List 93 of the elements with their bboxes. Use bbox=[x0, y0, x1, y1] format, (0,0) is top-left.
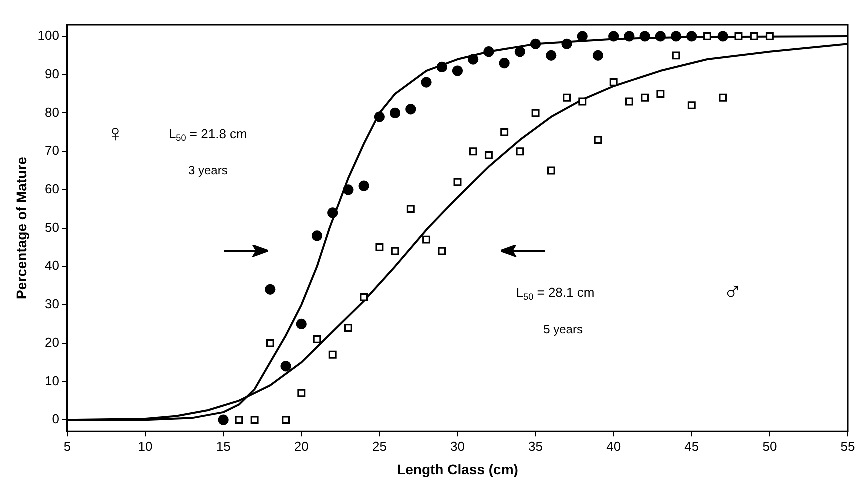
point bbox=[610, 78, 618, 87]
point bbox=[563, 94, 571, 102]
point bbox=[343, 184, 354, 196]
y-tick-label: 0 bbox=[52, 412, 60, 427]
point bbox=[514, 46, 526, 58]
point bbox=[484, 46, 494, 58]
point bbox=[374, 112, 385, 122]
x-tick-label: 45 bbox=[684, 438, 700, 454]
point bbox=[592, 50, 604, 61]
annotation: 3 years bbox=[188, 164, 228, 178]
point bbox=[546, 50, 557, 61]
point bbox=[688, 102, 696, 110]
point bbox=[235, 416, 244, 424]
y-tick-label: 40 bbox=[45, 258, 60, 274]
annotation: ♂ bbox=[723, 276, 743, 307]
point bbox=[266, 339, 274, 348]
point bbox=[313, 336, 322, 344]
point bbox=[499, 58, 510, 69]
point bbox=[594, 136, 602, 144]
point bbox=[298, 389, 306, 398]
point bbox=[406, 104, 416, 115]
point bbox=[250, 416, 259, 424]
point bbox=[625, 98, 634, 106]
point bbox=[608, 31, 620, 42]
point bbox=[469, 148, 478, 156]
y-axis-title: Percentage of Mature bbox=[13, 156, 30, 300]
point bbox=[500, 128, 509, 136]
point bbox=[422, 236, 431, 244]
point bbox=[640, 31, 650, 42]
point bbox=[672, 52, 680, 60]
y-tick-label: 90 bbox=[45, 66, 60, 82]
point bbox=[750, 32, 758, 40]
point bbox=[376, 244, 384, 252]
x-tick-label: 55 bbox=[840, 438, 856, 454]
x-tick-label: 35 bbox=[528, 438, 544, 454]
point bbox=[328, 208, 338, 218]
point bbox=[344, 324, 352, 332]
point bbox=[686, 31, 698, 42]
y-tick-label: 20 bbox=[45, 334, 60, 350]
point bbox=[766, 32, 774, 40]
y-tick-label: 100 bbox=[38, 28, 60, 44]
point bbox=[641, 94, 650, 102]
point bbox=[282, 416, 290, 424]
point bbox=[218, 414, 229, 426]
y-tick-label: 60 bbox=[45, 182, 60, 197]
point bbox=[358, 180, 370, 192]
x-tick-label: 10 bbox=[138, 438, 153, 454]
annotation: ♀ bbox=[106, 120, 125, 148]
x-tick-label: 20 bbox=[294, 438, 309, 454]
y-tick-label: 50 bbox=[45, 220, 60, 235]
x-tick-label: 30 bbox=[450, 438, 465, 454]
point bbox=[670, 31, 682, 42]
point bbox=[468, 54, 479, 65]
point bbox=[719, 94, 728, 102]
x-tick-label: 5 bbox=[64, 438, 72, 454]
x-tick-label: 15 bbox=[216, 438, 231, 454]
point bbox=[530, 38, 542, 50]
point bbox=[360, 293, 368, 302]
point bbox=[704, 32, 712, 40]
point bbox=[516, 148, 524, 156]
y-tick-label: 70 bbox=[45, 143, 60, 158]
point bbox=[296, 318, 307, 330]
point bbox=[577, 31, 588, 42]
point bbox=[438, 247, 446, 256]
point bbox=[406, 205, 415, 214]
point bbox=[734, 32, 743, 40]
y-tick-label: 80 bbox=[45, 104, 60, 120]
point bbox=[328, 350, 337, 359]
x-axis-title: Length Class (cm) bbox=[397, 461, 518, 478]
point bbox=[454, 178, 462, 186]
point bbox=[624, 31, 635, 42]
point bbox=[547, 166, 556, 175]
point bbox=[655, 31, 666, 42]
point bbox=[718, 31, 728, 42]
x-tick-label: 40 bbox=[606, 438, 622, 454]
x-tick-label: 25 bbox=[372, 438, 387, 454]
point bbox=[312, 230, 323, 242]
point bbox=[562, 38, 572, 50]
point bbox=[656, 90, 665, 98]
point bbox=[280, 361, 292, 372]
x-tick-label: 50 bbox=[762, 438, 778, 454]
point bbox=[265, 284, 276, 295]
annotation: 5 years bbox=[544, 322, 583, 336]
point bbox=[390, 108, 401, 119]
y-tick-label: 30 bbox=[45, 296, 60, 312]
y-tick-label: 10 bbox=[45, 373, 60, 388]
point bbox=[484, 151, 493, 160]
point bbox=[578, 98, 587, 106]
point bbox=[421, 77, 432, 88]
point bbox=[436, 62, 448, 72]
point bbox=[391, 247, 400, 256]
point bbox=[452, 66, 464, 76]
point bbox=[532, 109, 540, 118]
